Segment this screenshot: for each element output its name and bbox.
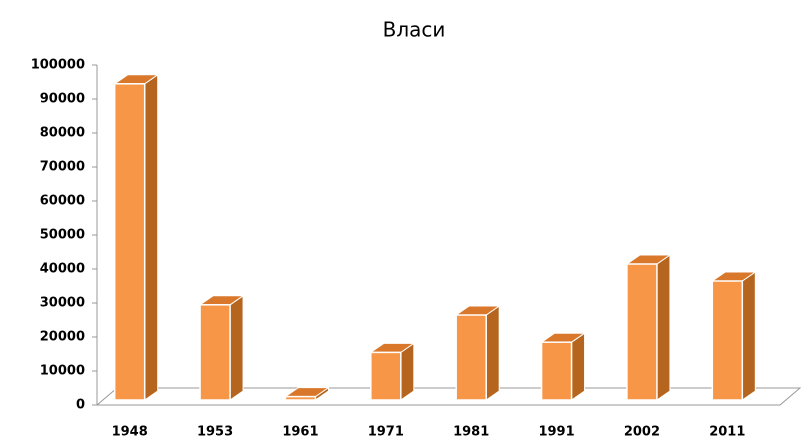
bar-side <box>741 271 756 401</box>
bar <box>711 280 744 401</box>
x-tick-label: 2011 <box>709 425 745 440</box>
bar <box>113 83 146 401</box>
y-tick-label: 60000 <box>40 194 85 209</box>
x-tick-label: 1948 <box>112 425 148 440</box>
bar-side <box>656 254 671 401</box>
y-tick-label: 70000 <box>40 160 85 175</box>
bar <box>455 314 487 401</box>
bar-side <box>229 294 244 401</box>
y-tick-label: 20000 <box>40 330 85 345</box>
y-tick-label: 30000 <box>40 296 85 311</box>
x-tick-label: 1991 <box>538 425 574 440</box>
y-tick-label: 50000 <box>40 228 85 243</box>
chart-title: Власи <box>383 18 446 42</box>
y-tick-label: 0 <box>76 398 85 413</box>
x-tick-label: 1981 <box>453 425 489 440</box>
y-tick-label: 40000 <box>40 262 85 277</box>
y-tick-label: 90000 <box>40 92 85 107</box>
x-tick-label: 1971 <box>368 425 404 440</box>
x-tick-label: 2002 <box>624 425 660 440</box>
y-tick-label: 10000 <box>40 364 85 379</box>
floor <box>95 387 802 406</box>
y-tick-label: 80000 <box>40 126 85 141</box>
bar <box>626 263 658 401</box>
x-tick-label: 1961 <box>282 425 318 440</box>
y-tick-label: 100000 <box>31 58 85 73</box>
x-tick-label: 1953 <box>197 425 233 440</box>
bar-side <box>571 332 586 401</box>
bar-side <box>144 73 159 401</box>
bar <box>370 351 402 401</box>
bar <box>540 341 573 401</box>
bar-side <box>400 342 415 401</box>
bar <box>199 304 231 401</box>
bar <box>284 395 317 401</box>
bar-side <box>485 305 500 401</box>
